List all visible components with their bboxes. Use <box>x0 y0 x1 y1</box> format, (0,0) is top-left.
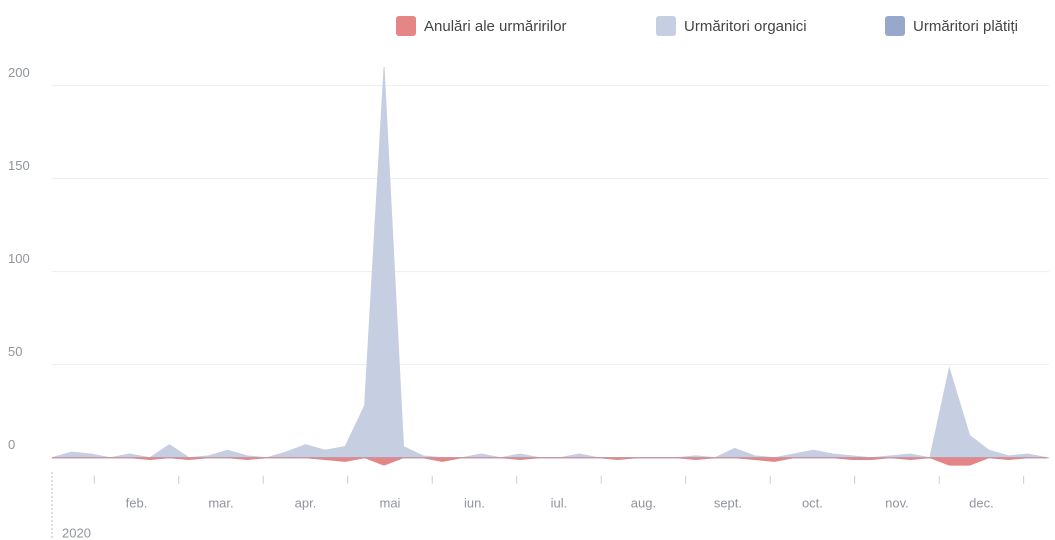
y-tick-label: 200 <box>8 65 30 80</box>
x-tick-label: nov. <box>885 495 909 510</box>
x-tick-label: oct. <box>802 495 823 510</box>
y-tick-label: 150 <box>8 158 30 173</box>
year-label: 2020 <box>62 525 91 540</box>
legend-label: Urmăritori plătiți <box>913 18 1018 35</box>
legend-swatch <box>885 16 905 36</box>
legend-swatch <box>656 16 676 36</box>
x-tick-label: dec. <box>969 495 994 510</box>
area <box>51 66 1048 459</box>
area <box>52 457 1048 466</box>
x-tick-label: mar. <box>208 495 233 510</box>
legend-label: Urmăritori organici <box>684 18 807 35</box>
y-tick-label: 50 <box>8 344 22 359</box>
x-tick-label: mai <box>379 495 400 510</box>
legend-label: Anulări ale urmăririlor <box>424 18 567 35</box>
y-tick-label: 100 <box>8 251 30 266</box>
x-tick-label: iun. <box>464 495 485 510</box>
x-tick-label: iul. <box>551 495 568 510</box>
x-tick-label: feb. <box>126 495 148 510</box>
y-tick-label: 0 <box>8 437 15 452</box>
legend-swatch <box>396 16 416 36</box>
x-tick-label: aug. <box>631 495 656 510</box>
x-tick-label: apr. <box>295 495 317 510</box>
x-tick-label: sept. <box>714 495 742 510</box>
